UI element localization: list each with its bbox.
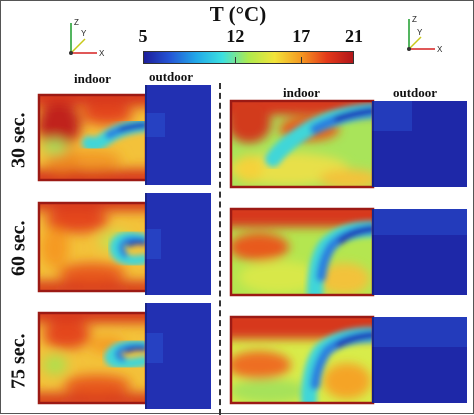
axis-label-z: Z (412, 15, 417, 24)
colorbar-title: T (°C) (209, 2, 267, 26)
region-label-indoor-left: indoor (74, 71, 111, 86)
temperature-field-right-75s (229, 315, 467, 405)
colorbar-tick-mark (235, 57, 237, 64)
colorbar-tick-label: 17 (292, 26, 311, 46)
temperature-field-right-30s (229, 99, 467, 189)
colorbar-tick-label: 5 (138, 26, 148, 46)
colorbar (143, 51, 354, 64)
temperature-field-left-60s (37, 193, 211, 295)
axis-label-z: Z (74, 18, 79, 27)
region-label-outdoor-right: outdoor (393, 85, 438, 100)
axis-triad-right-icon: Z Y X (407, 15, 443, 54)
region-label-indoor-right: indoor (283, 85, 320, 100)
axis-triad-left-icon: Z Y X (69, 18, 105, 58)
temperature-field-left-75s (37, 303, 211, 409)
time-label-row-3: 75 sec. (7, 333, 30, 389)
colorbar-tick-label: 21 (345, 26, 363, 46)
panel-divider (219, 83, 221, 415)
temperature-field-left-30s (37, 85, 211, 185)
time-label-row-2: 60 sec. (7, 220, 30, 277)
temperature-field-right-60s (229, 207, 467, 297)
region-label-outdoor-left: outdoor (149, 69, 194, 84)
axis-label-x: X (437, 45, 443, 54)
time-label-row-1: 30 sec. (7, 112, 30, 169)
colorbar-tick-label: 12 (226, 26, 245, 46)
axis-label-y: Y (81, 29, 87, 38)
colorbar-tick-mark (301, 57, 303, 64)
axis-label-x: X (99, 49, 105, 58)
axis-label-y: Y (417, 28, 423, 37)
